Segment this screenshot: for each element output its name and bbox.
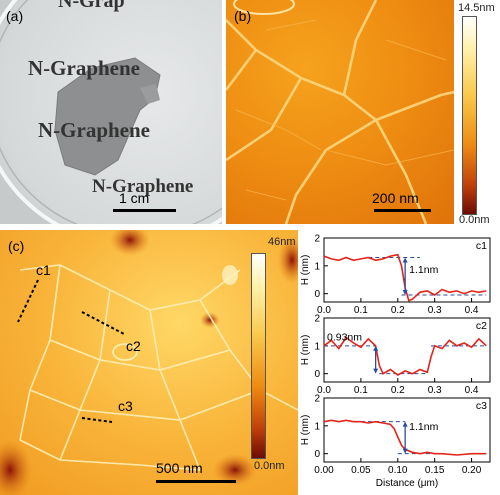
x-tick-label: 0.10 [388, 465, 408, 476]
x-tick-label: 0.15 [425, 465, 445, 476]
sample-text-lower: N-Graphene [92, 176, 194, 197]
panel-c-afm: (c) c1 c2 c3 500 nm [0, 230, 298, 495]
arrow-head-down [402, 290, 408, 296]
panel-b-label: (b) [234, 8, 252, 24]
panel-c-colorbar-min: 0.0nm [254, 460, 285, 472]
x-tick-label: 0.1 [354, 305, 368, 316]
arrow-head-down [402, 448, 408, 454]
y-tick-label: 1 [314, 261, 320, 272]
profile-title: c2 [476, 320, 487, 332]
arrow-head-down [373, 368, 379, 374]
panel-b-colorbar-min: 0.0nm [459, 214, 490, 226]
x-tick-label: 0.3 [428, 305, 442, 316]
plot-frame [323, 397, 491, 463]
step-height-label: 1.1nm [409, 264, 438, 276]
petri-dish-image [0, 0, 222, 224]
x-tick-label: 0.20 [462, 465, 482, 476]
profile-title: c3 [476, 400, 487, 412]
x-tick-label: 0.4 [465, 305, 479, 316]
x-tick-label: 0.00 [314, 465, 334, 476]
y-tick-label: 0 [314, 289, 320, 300]
profile-chart-c3: 0 1 2 0.00 0.05 0.10 0.15 0.20 H (nm) Distance (μ… [300, 394, 491, 489]
profile-line-c3 [323, 419, 487, 456]
panel-a-label: (a) [6, 8, 24, 24]
panel-b-colorbar [462, 16, 477, 215]
x-tick-label: 0.05 [351, 465, 371, 476]
panel-c-scalebar [156, 480, 236, 483]
y-tick-label: 0 [314, 449, 320, 460]
x-tick-label: 0.3 [428, 385, 442, 396]
panel-a-scalebar-label: 1 cm [119, 190, 150, 206]
panel-b-colorbar-max: 14.5nm [458, 2, 495, 14]
panel-a-photo: N-Grap N-Graphene N-Graphene N-Graphene … [0, 0, 222, 224]
y-tick-label: 1 [314, 341, 320, 352]
sample-text-upper: N-Graphene [28, 56, 140, 80]
line-c1-label: c1 [36, 262, 51, 278]
x-tick-label: 0.2 [391, 305, 405, 316]
profile-chart-c1: 0 1 2 0.0 0.1 0.2 0.3 0.4 H (nm) 1.1nm c1 [300, 234, 491, 316]
y-tick-label: 0 [314, 369, 320, 380]
sample-text-middle: N-Graphene [38, 118, 150, 142]
x-tick-label: 0.2 [391, 385, 405, 396]
line-c2-label: c2 [126, 338, 141, 354]
profile-line-c2 [323, 336, 487, 376]
graphene-film [54, 57, 161, 176]
panel-c-colorbar-max: 46nm [268, 236, 296, 248]
profile-chart-c2: 0 1 2 0.0 0.1 0.2 0.3 0.4 H (nm) 0.93nm c2 [300, 314, 491, 396]
panel-b-afm-image [226, 0, 454, 224]
arrow-head-up [402, 421, 408, 427]
panel-c-scalebar-label: 500 nm [156, 460, 203, 476]
panel-a-scalebar [113, 209, 176, 212]
x-tick-label: 0.0 [317, 305, 331, 316]
profile-title: c1 [476, 240, 487, 252]
step-height-label: 0.93nm [327, 331, 362, 343]
line-c2-marker [81, 311, 125, 335]
line-c1-marker [17, 279, 39, 323]
sample-text-top: N-Grap [58, 0, 125, 12]
y-tick-label: 2 [314, 394, 320, 405]
line-c3-label: c3 [118, 398, 133, 414]
panel-b-afm: (b) 200 nm [226, 0, 454, 224]
y-axis-label: H (nm) [300, 415, 311, 446]
x-tick-label: 0.1 [354, 385, 368, 396]
x-tick-label: 0.4 [465, 385, 479, 396]
panel-c-colorbar [251, 253, 266, 459]
y-tick-label: 2 [314, 314, 320, 325]
x-axis-label: Distance (μm) [376, 478, 438, 489]
y-axis-label: H (nm) [300, 335, 311, 366]
y-axis-label: H (nm) [300, 255, 311, 286]
y-tick-label: 1 [314, 421, 320, 432]
panel-c-label: (c) [8, 238, 25, 254]
panel-c-afm-image [0, 230, 298, 495]
panel-b-scalebar-label: 200 nm [372, 190, 419, 206]
panel-b-scalebar [374, 209, 431, 212]
x-tick-label: 0.0 [317, 385, 331, 396]
step-height-label: 1.1nm [409, 421, 438, 433]
arrow-head-up [402, 257, 408, 263]
y-tick-label: 2 [314, 234, 320, 245]
arrow-head-up [373, 345, 379, 351]
